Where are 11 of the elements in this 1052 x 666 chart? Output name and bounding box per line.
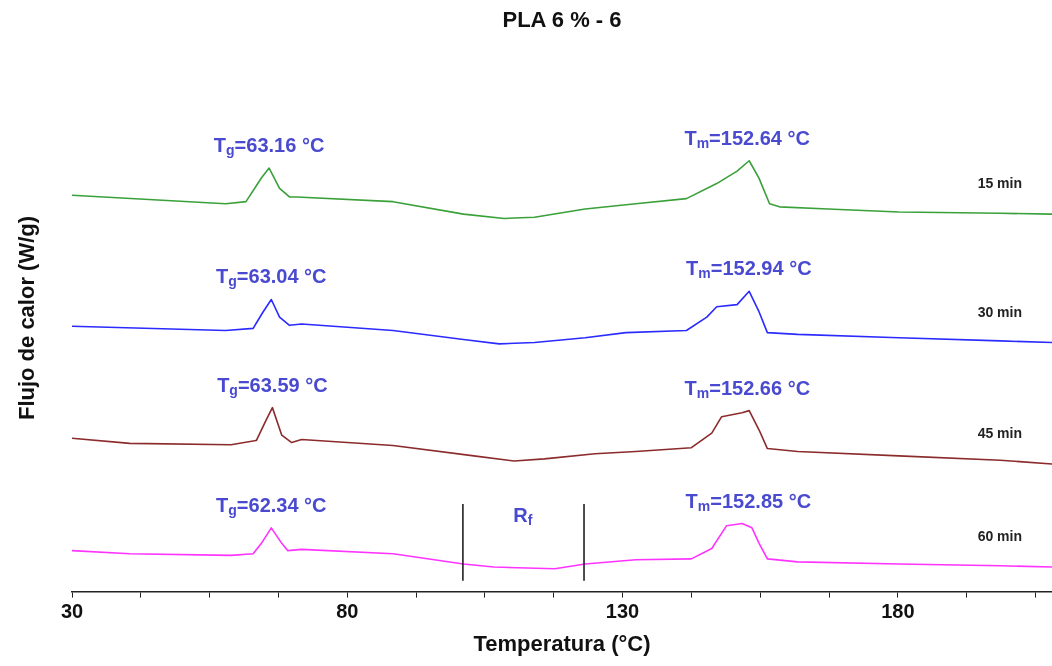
x-tick-label: 80 <box>336 600 359 623</box>
x-axis-title: Temperatura (°C) <box>473 630 651 656</box>
x-tick-label: 130 <box>605 600 640 623</box>
series-label: 15 min <box>977 175 1023 192</box>
x-tick-label: 180 <box>881 600 915 623</box>
y-axis-title: Flujo de calor (W/g) <box>14 215 39 421</box>
chart-title: PLA 6 % - 6 <box>502 7 622 33</box>
series-label: 30 min <box>977 303 1023 320</box>
series-label: 45 min <box>977 425 1023 442</box>
x-tick-label: 30 <box>60 600 84 623</box>
series-label: 60 min <box>977 528 1023 545</box>
